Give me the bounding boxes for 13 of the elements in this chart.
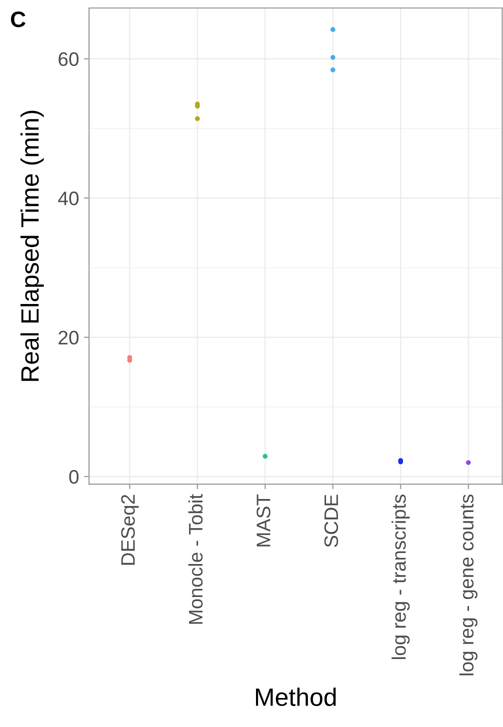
x-axis-title: Method [256,688,336,706]
y-tick-label: 60 [58,52,79,66]
x-tick-label: DESeq2 [121,494,139,565]
x-tick-label: log reg - gene counts [459,494,478,676]
x-tick-label: Monocle - Tobit [188,494,203,624]
text: C [10,11,26,28]
x-tick-label: MAST [256,494,270,546]
y-axis-title: Real Elapsed Time (min) [20,110,44,381]
y-tick-label: 0 [69,470,79,484]
y-tick-label: 40 [58,192,79,206]
x-tick-label: SCDE [324,494,338,548]
y-tick-label: 20 [58,330,79,345]
x-tick-label: log reg - transcripts [392,494,410,659]
